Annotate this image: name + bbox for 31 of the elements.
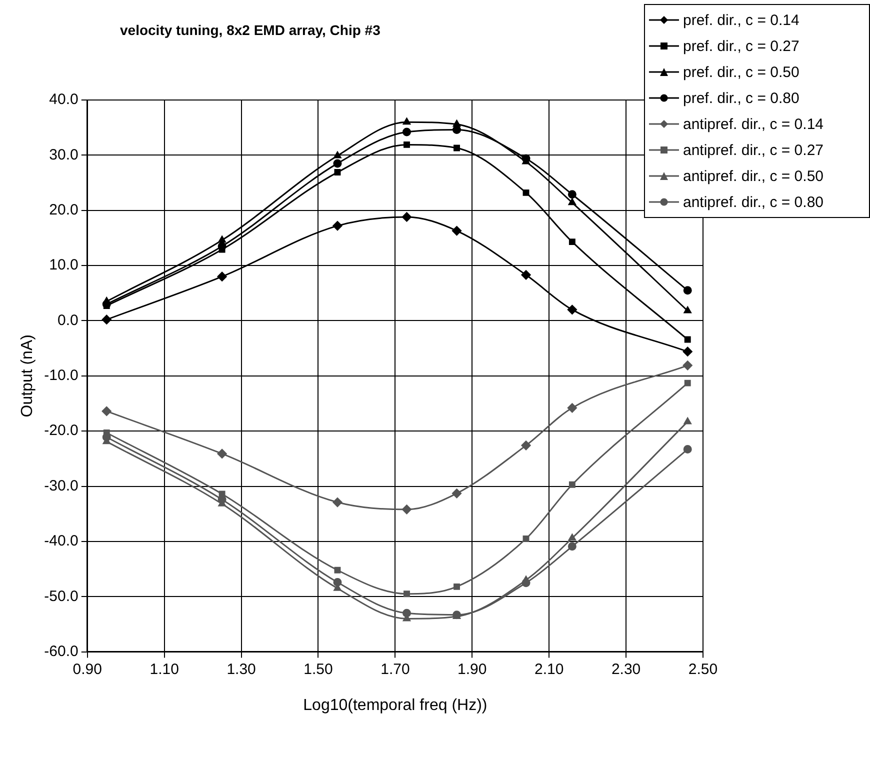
x-tick-label: 2.10 (534, 660, 564, 678)
y-tick-label: -30.0 (44, 477, 78, 494)
legend-label: pref. dir., c = 0.80 (683, 90, 800, 106)
y-tick-label: -40.0 (44, 532, 78, 550)
x-tick-label: 1.50 (304, 660, 333, 678)
x-tick-label: 0.90 (72, 660, 102, 678)
y-tick-label: 40.0 (49, 91, 78, 108)
x-tick-label: 2.50 (688, 660, 718, 678)
y-tick-label: -50.0 (44, 588, 78, 605)
x-axis-title: Log10(temporal freq (Hz)) (303, 696, 488, 714)
y-tick-label: -20.0 (44, 422, 78, 440)
y-tick-label: -10.0 (44, 367, 78, 384)
legend-label: antipref. dir., c = 0.27 (683, 142, 824, 158)
y-tick-label: 0.0 (58, 312, 78, 329)
x-tick-label: 1.70 (380, 660, 410, 678)
legend-label: antipref. dir., c = 0.50 (683, 168, 824, 184)
x-tick-label: 2.30 (611, 660, 641, 678)
y-axis-title: Output (nA) (19, 334, 36, 418)
x-tick-label: 1.30 (226, 660, 256, 678)
legend-label: antipref. dir., c = 0.80 (683, 194, 824, 210)
y-tick-label: 10.0 (49, 256, 78, 274)
y-tick-label: 30.0 (49, 146, 78, 164)
y-tick-label: 20.0 (49, 202, 78, 218)
y-tick-label: -60.0 (44, 642, 78, 660)
x-tick-label: 1.10 (150, 660, 179, 678)
legend-label: pref. dir., c = 0.50 (683, 64, 800, 80)
legend-label: pref. dir., c = 0.27 (683, 38, 800, 54)
chart-title: velocity tuning, 8x2 EMD array, Chip #3 (120, 22, 380, 38)
legend-label: antipref. dir., c = 0.14 (683, 116, 824, 132)
legend-label: pref. dir., c = 0.14 (683, 12, 800, 28)
x-tick-label: 1.90 (458, 660, 487, 678)
